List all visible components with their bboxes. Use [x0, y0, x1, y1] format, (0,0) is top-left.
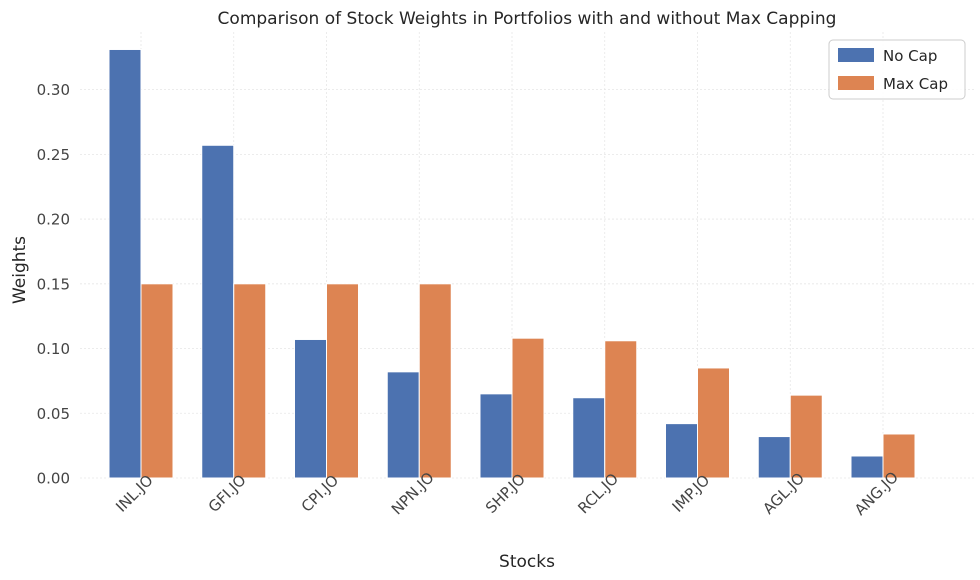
bar-no-cap-imp-jo [665, 423, 698, 479]
bar-max-cap-inl-jo [140, 283, 174, 479]
bar-no-cap-rcl-jo [572, 397, 606, 479]
legend-swatch-max-cap [838, 76, 874, 90]
legend: No Cap Max Cap [828, 39, 966, 100]
bar-no-cap-inl-jo [108, 48, 142, 479]
bar-max-cap-npn-jo [418, 283, 452, 479]
bar-max-cap-rcl-jo [604, 340, 638, 479]
y-axis-ticks: 0.00 0.05 0.10 0.15 0.20 0.25 0.30 [37, 81, 70, 487]
bar-max-cap-cpi-jo [326, 283, 359, 479]
legend-swatch-no-cap [838, 48, 874, 62]
y-tick-label: 0.15 [37, 275, 70, 293]
bar-no-cap-shp-jo [479, 393, 513, 479]
bar-max-cap-shp-jo [511, 337, 545, 479]
y-tick-label: 0.05 [37, 405, 70, 423]
bar-max-cap-agl-jo [789, 394, 823, 479]
bar-no-cap-ang-jo [850, 455, 884, 479]
y-tick-label: 0.10 [37, 340, 70, 358]
bar-max-cap-gfi-jo [233, 283, 267, 479]
y-tick-label: 0.20 [37, 211, 70, 229]
bar-max-cap-ang-jo [882, 433, 916, 479]
y-axis-label: Weights [10, 236, 30, 304]
y-tick-label: 0.25 [37, 146, 70, 164]
legend-label-no-cap: No Cap [883, 47, 937, 65]
bar-no-cap-gfi-jo [201, 144, 235, 479]
legend-label-max-cap: Max Cap [883, 75, 948, 93]
bar-no-cap-agl-jo [757, 436, 791, 479]
bar-max-cap-imp-jo [697, 367, 730, 479]
y-tick-label: 0.30 [37, 81, 70, 99]
bars [108, 48, 916, 479]
bar-no-cap-npn-jo [386, 371, 420, 479]
x-axis-label: Stocks [499, 552, 555, 572]
chart-title: Comparison of Stock Weights in Portfolio… [218, 9, 837, 29]
bar-no-cap-cpi-jo [294, 338, 327, 479]
y-tick-label: 0.00 [37, 470, 70, 488]
